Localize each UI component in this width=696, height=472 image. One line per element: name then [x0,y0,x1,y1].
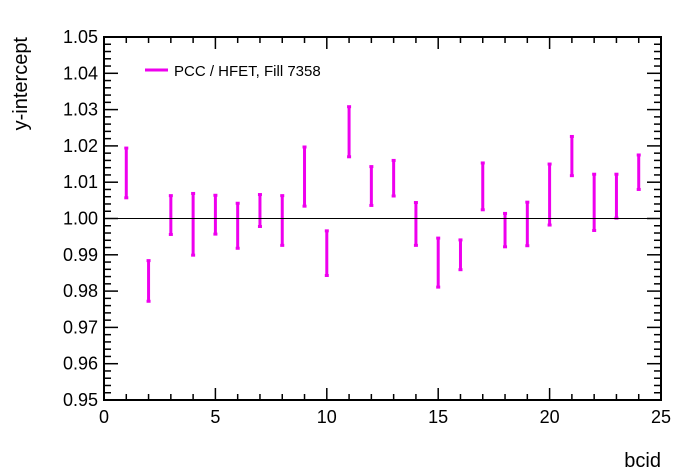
x-tick-label: 15 [428,407,448,427]
x-tick-labels: 0 5 10 15 20 25 [99,407,671,427]
y-tick-label: 1.00 [63,209,98,229]
y-tick-label: 0.98 [63,281,98,301]
x-tick-label: 5 [210,407,220,427]
y-tick-label: 0.96 [63,354,98,374]
legend-label: PCC / HFET, Fill 7358 [174,63,321,80]
x-axis-title: bcid [624,450,661,472]
x-tick-label: 10 [317,407,337,427]
legend: PCC / HFET, Fill 7358 [145,63,321,80]
y-tick-labels: 0.95 0.96 0.97 0.98 0.99 1.00 1.01 1.02 1.03 1.04… [63,27,98,410]
y-axis-title: y-intercept [10,37,32,131]
error-bars [124,105,641,303]
y-tick-label: 1.02 [63,136,98,156]
x-tick-label: 20 [540,407,560,427]
y-tick-label: 1.03 [63,100,98,120]
y-tick-label: 1.01 [63,172,98,192]
y-tick-label: 1.04 [63,63,98,83]
x-tick-label: 25 [651,407,671,427]
y-tick-label: 0.99 [63,245,98,265]
y-tick-label: 0.97 [63,317,98,337]
y-tick-label: 1.05 [63,27,98,47]
axis-ticks [103,36,662,401]
y-tick-label: 0.95 [63,390,98,410]
x-tick-label: 0 [99,407,109,427]
